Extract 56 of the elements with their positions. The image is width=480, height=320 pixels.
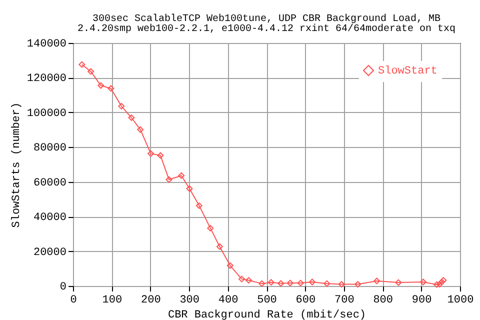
x-tick-label: 300 bbox=[180, 294, 200, 306]
point bbox=[118, 102, 125, 110]
point bbox=[434, 281, 440, 288]
y-tick-label: 100000 bbox=[26, 108, 66, 120]
point bbox=[245, 277, 252, 284]
y-tick-label: 80000 bbox=[33, 142, 66, 155]
x-tick-label: 400 bbox=[218, 294, 238, 306]
point bbox=[374, 278, 380, 284]
legend-label: SlowStart bbox=[378, 66, 438, 78]
x-axis-title: CBR Background Rate (mbit/sec) bbox=[168, 310, 366, 320]
point bbox=[286, 280, 294, 286]
point bbox=[268, 279, 274, 286]
point bbox=[178, 172, 185, 179]
point bbox=[258, 280, 266, 287]
x-tick-label: 900 bbox=[412, 294, 432, 306]
y-tick-label: 40000 bbox=[33, 212, 66, 224]
y-tick-label: 60000 bbox=[33, 177, 66, 190]
point bbox=[186, 185, 193, 192]
y-tick-label: 20000 bbox=[33, 246, 66, 259]
point bbox=[297, 280, 304, 286]
point bbox=[196, 202, 202, 209]
point bbox=[78, 61, 86, 68]
point bbox=[137, 126, 144, 133]
point bbox=[226, 262, 234, 269]
x-tick-label: 0 bbox=[70, 294, 77, 306]
x-tick-label: 800 bbox=[373, 294, 394, 306]
point bbox=[308, 278, 316, 286]
y-tick-label: 120000 bbox=[26, 73, 66, 86]
point bbox=[395, 279, 402, 286]
x-tick-label: 100 bbox=[102, 294, 122, 306]
point bbox=[157, 152, 164, 159]
point bbox=[207, 224, 214, 232]
point bbox=[338, 281, 345, 288]
x-tick-label: 500 bbox=[257, 294, 277, 306]
y-tick-label: 0 bbox=[60, 282, 66, 294]
point bbox=[324, 280, 330, 287]
point bbox=[108, 85, 114, 92]
point bbox=[166, 176, 172, 183]
point bbox=[278, 280, 284, 287]
point bbox=[436, 281, 443, 288]
point bbox=[354, 281, 362, 288]
point bbox=[128, 114, 135, 121]
point bbox=[238, 276, 245, 282]
point bbox=[98, 82, 104, 89]
chart-subtitle: 2.4.20smp web100-2.2.1, e1000-4.4.12 rxint 64/64moderate on txq bbox=[77, 23, 456, 35]
y-tick-label: 140000 bbox=[26, 38, 66, 50]
x-tick-label: 600 bbox=[296, 294, 316, 306]
point bbox=[148, 150, 154, 157]
chart-title: 300sec ScalableTCP Web100tune, UDP CBR Background Load, MB bbox=[92, 13, 441, 25]
point bbox=[216, 243, 223, 250]
x-tick-label: 1000 bbox=[447, 294, 474, 306]
x-tick-label: 200 bbox=[140, 294, 161, 306]
x-tick-label: 700 bbox=[334, 294, 354, 306]
point bbox=[88, 68, 94, 75]
point bbox=[420, 278, 426, 286]
y-axis-title: SlowStarts (number) bbox=[10, 102, 23, 228]
